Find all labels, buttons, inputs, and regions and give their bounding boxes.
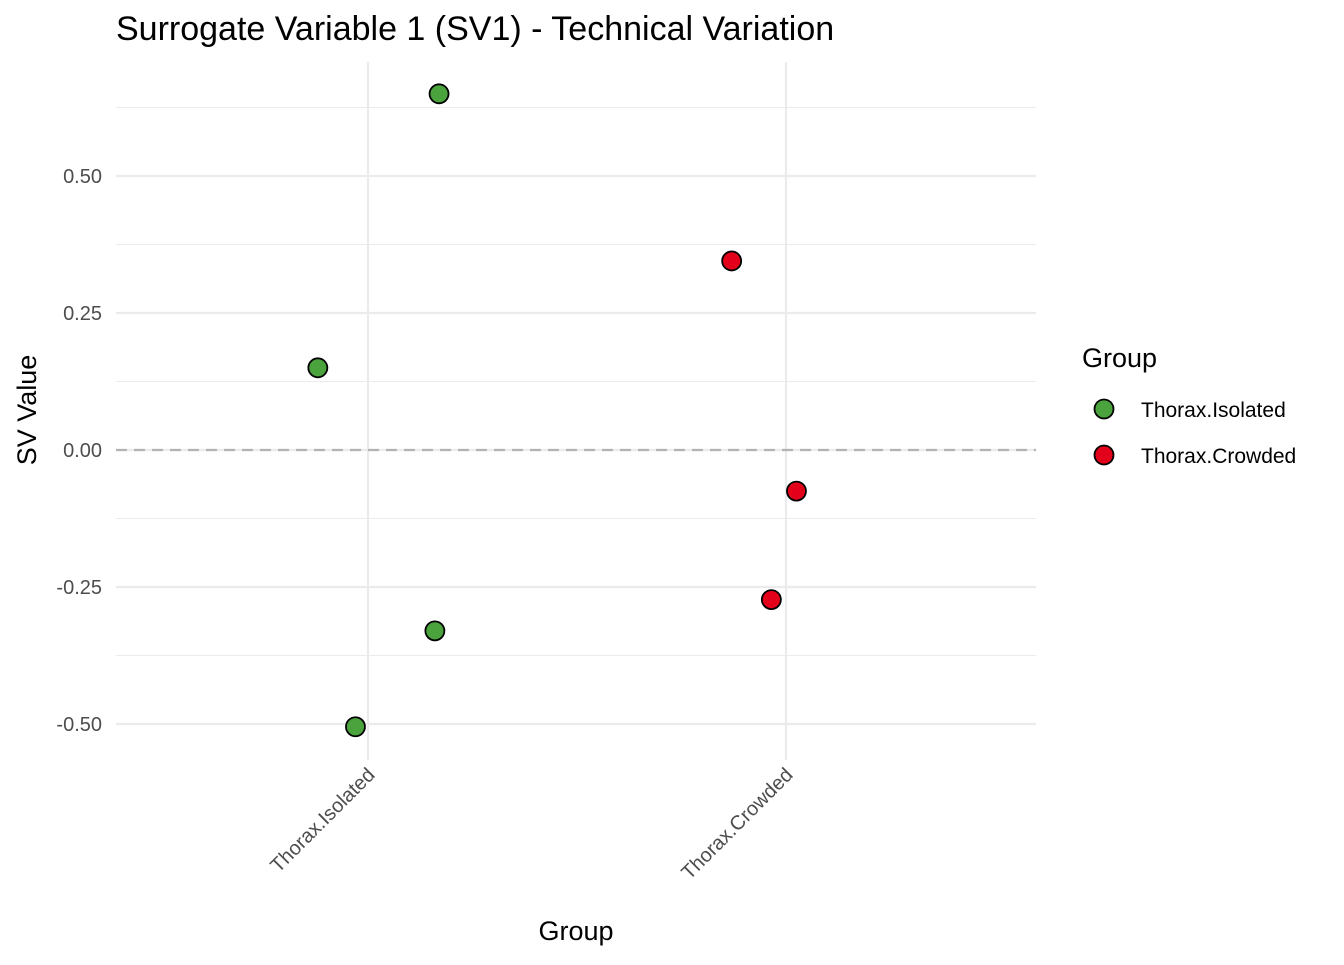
data-point — [424, 620, 446, 642]
y-tick-label: 0.25 — [63, 303, 102, 325]
y-tick-label: 0.00 — [63, 440, 102, 462]
x-axis-title: Group — [538, 916, 613, 946]
data-point — [345, 716, 366, 738]
legend-label: Thorax.Crowded — [1141, 445, 1296, 468]
legend-label: Thorax.Isolated — [1141, 399, 1286, 422]
y-tick-label: 0.50 — [63, 166, 102, 188]
legend-title: Group — [1082, 343, 1157, 373]
tick-layer: -0.50 -0.25 0.00 0.25 0.50 Thorax.Isolated Tho… — [56, 166, 797, 884]
x-tick-label: Thorax.Crowded — [677, 764, 797, 884]
legend-key — [1093, 398, 1115, 420]
grid-layer — [116, 62, 1036, 760]
point-layer — [307, 83, 807, 738]
data-point — [307, 357, 329, 379]
legend-key — [1093, 444, 1115, 466]
data-point — [721, 250, 743, 272]
chart-title: Surrogate Variable 1 (SV1) - Technical V… — [116, 10, 834, 48]
data-point — [760, 589, 782, 611]
legend: Group Thorax.Isolated Thorax.Crowded — [1082, 343, 1296, 468]
x-tick-label: Thorax.Isolated — [266, 764, 379, 877]
y-axis-title: SV Value — [12, 355, 42, 466]
y-tick-label: -0.50 — [56, 714, 102, 736]
data-point — [786, 480, 807, 502]
data-point — [428, 83, 450, 105]
y-tick-label: -0.25 — [56, 577, 102, 599]
